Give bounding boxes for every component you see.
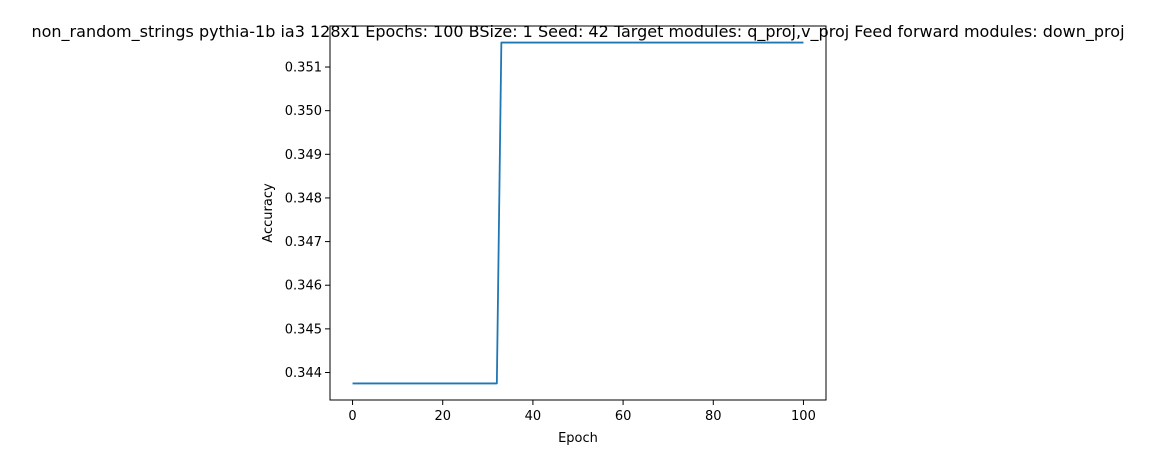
plot-area-frame bbox=[329, 25, 827, 401]
x-tick-label: 100 bbox=[791, 409, 816, 424]
y-tick-label: 0.344 bbox=[285, 366, 322, 381]
x-tick-label: 0 bbox=[348, 409, 356, 424]
y-tick-label: 0.350 bbox=[285, 104, 322, 119]
y-axis: 0.344 0.345 0.346 0.347 0.348 0.349 0.350 0.351 bbox=[285, 61, 330, 381]
chart-title: non_random_strings pythia-1b ia3 128x1 E… bbox=[31, 22, 1124, 42]
series-layer bbox=[352, 41, 804, 385]
x-axis: 0 20 40 60 80 100 bbox=[348, 400, 816, 424]
y-tick-label: 0.347 bbox=[285, 235, 322, 250]
accuracy-series-line bbox=[352, 41, 804, 385]
y-tick-label: 0.345 bbox=[285, 322, 322, 337]
x-tick-label: 60 bbox=[615, 409, 632, 424]
x-tick-label: 20 bbox=[434, 409, 451, 424]
y-tick-label: 0.348 bbox=[285, 191, 322, 206]
x-axis-label: Epoch bbox=[558, 431, 598, 446]
y-tick-label: 0.346 bbox=[285, 279, 322, 294]
y-tick-label: 0.351 bbox=[285, 61, 322, 76]
x-tick-label: 80 bbox=[705, 409, 722, 424]
y-axis-label: Accuracy bbox=[261, 183, 276, 243]
x-tick-label: 40 bbox=[525, 409, 542, 424]
y-tick-label: 0.349 bbox=[285, 148, 322, 163]
